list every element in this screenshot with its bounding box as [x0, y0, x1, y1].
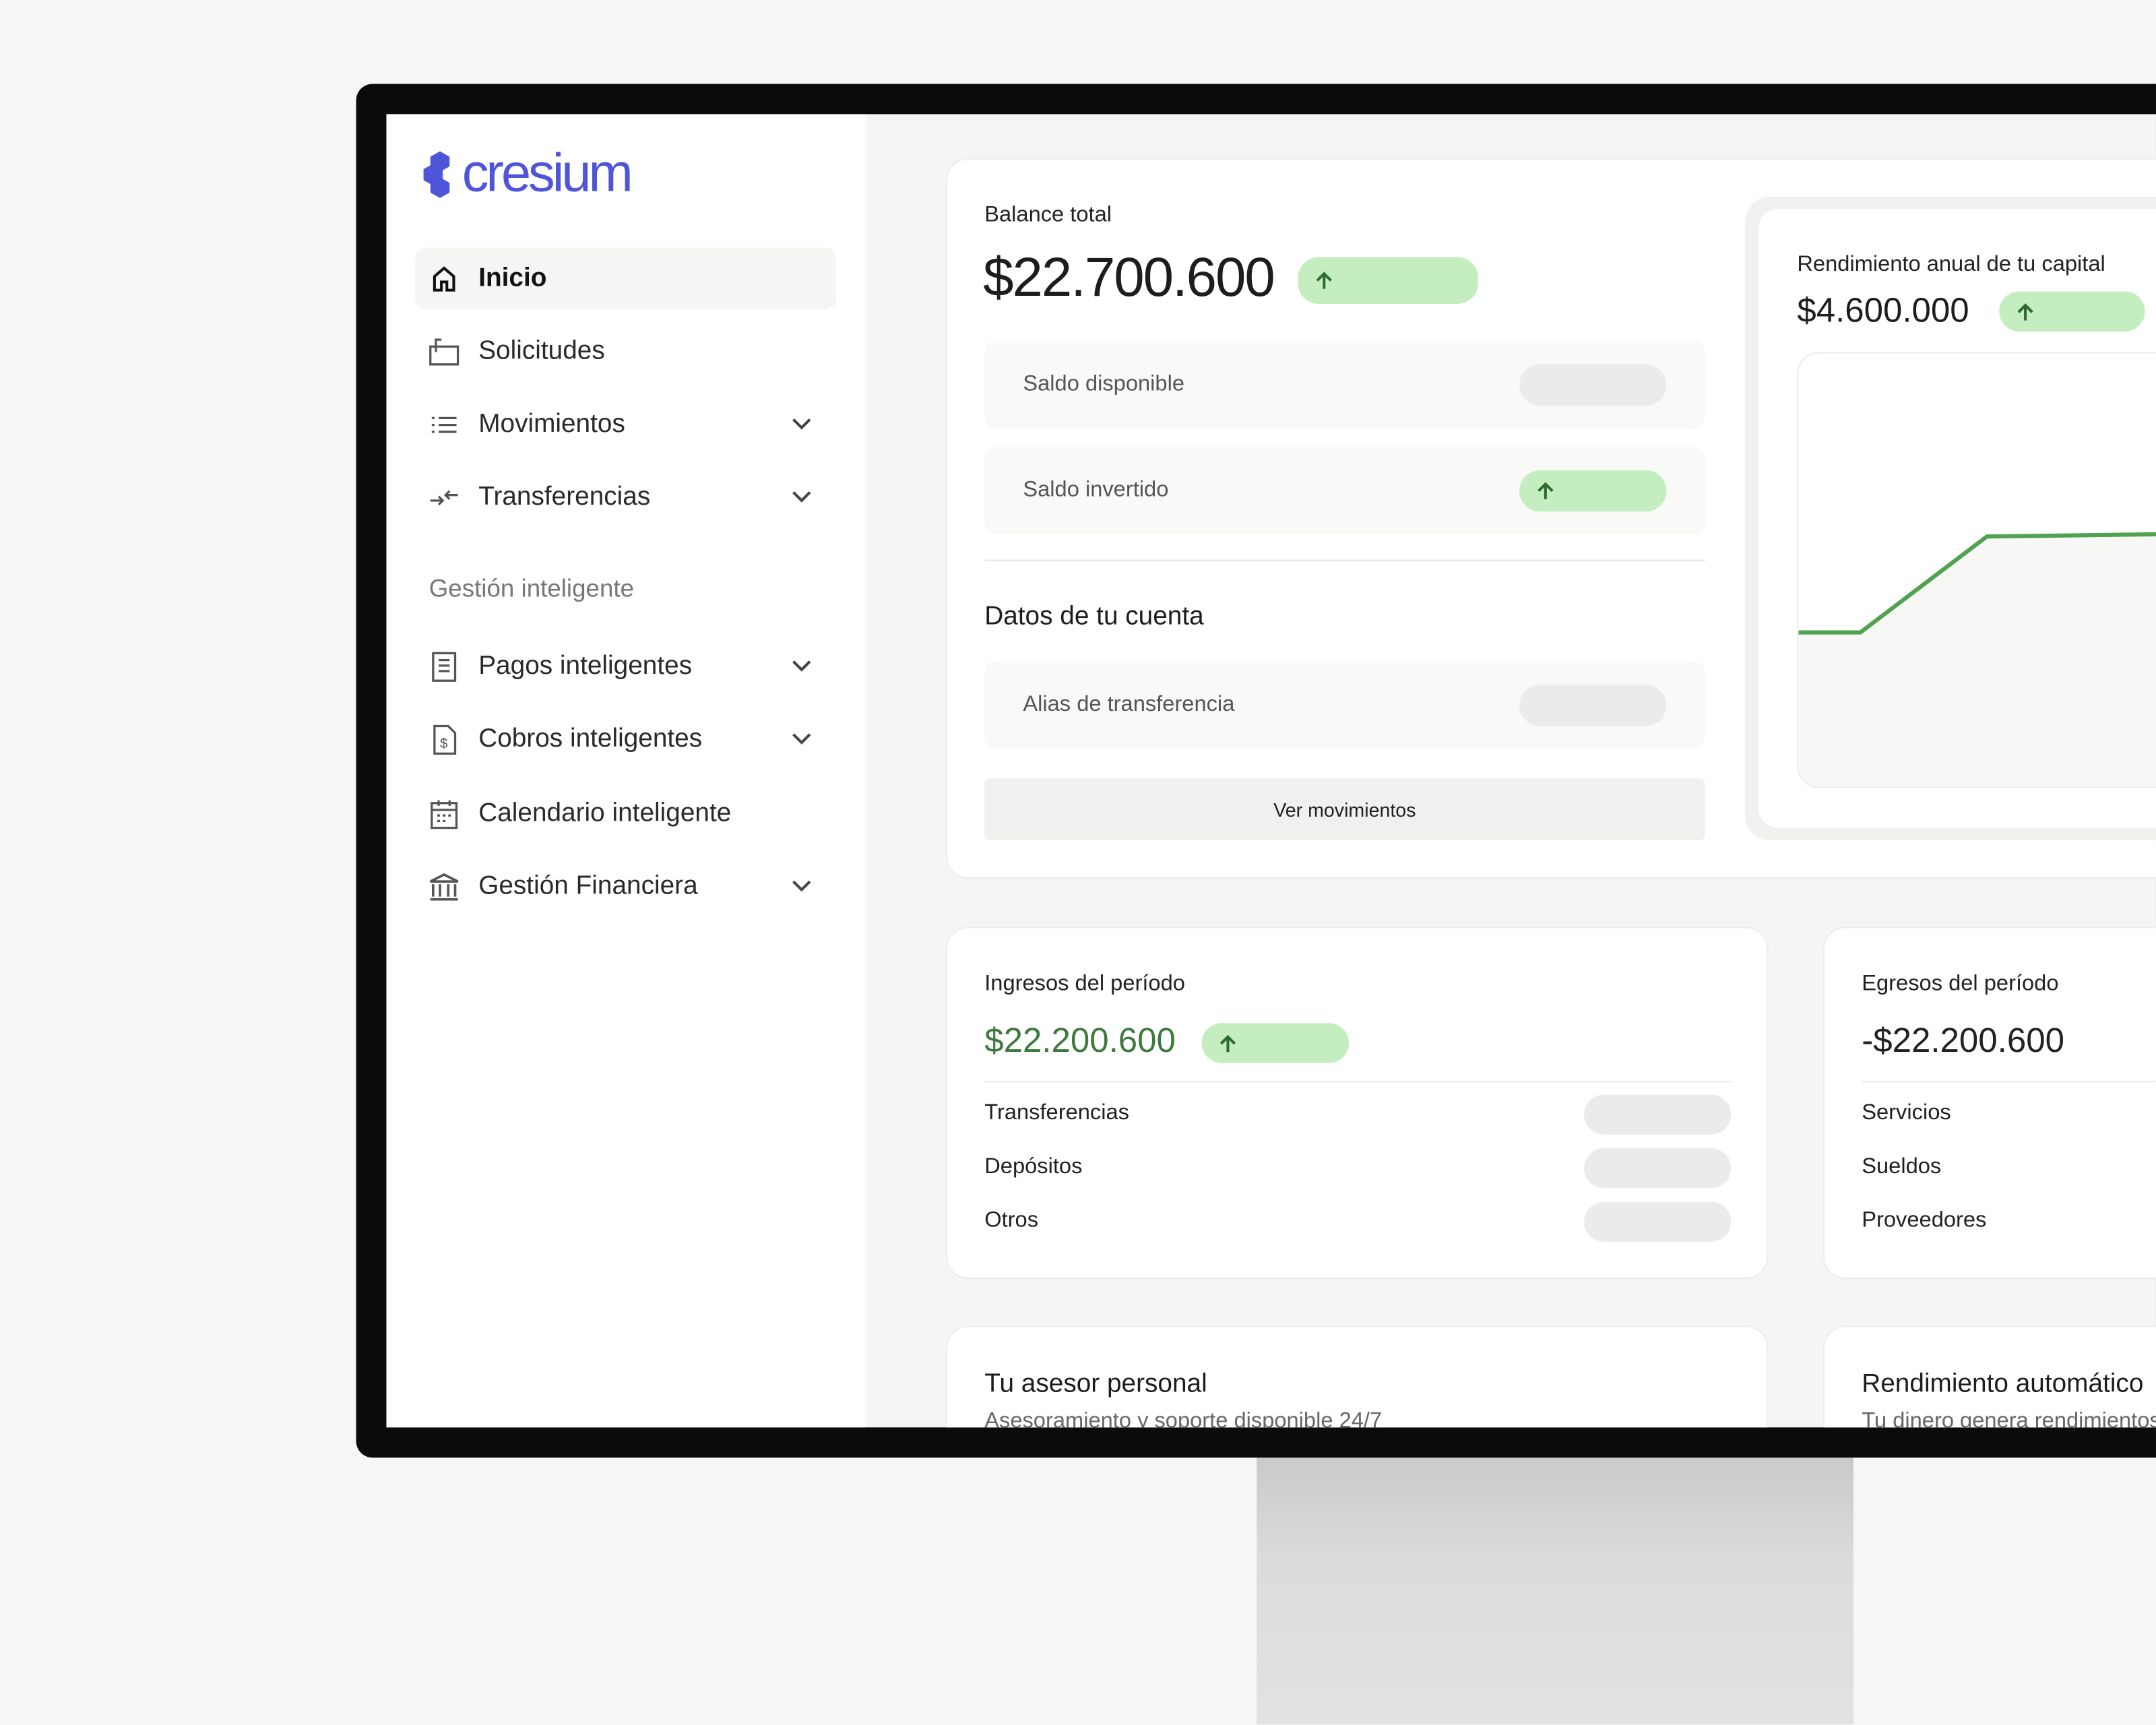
ver-movimientos-button[interactable]: Ver movimientos [984, 778, 1705, 840]
income-amount: $22.200.600 [984, 1022, 1176, 1061]
expenses-label: Egresos del período [1862, 972, 2059, 996]
expenses-card: Egresos del período -$22.200.600 Servici… [1823, 927, 2156, 1279]
auto-yield-card[interactable]: Rendimiento automático Tu dinero genera … [1823, 1325, 2156, 1428]
chevron-down-icon[interactable] [789, 726, 814, 751]
yield-chart [1797, 352, 2156, 788]
sidebar-item-movimientos[interactable]: Movimientos [415, 394, 835, 456]
income-item: Otros [984, 1208, 1039, 1232]
sidebar-item-solicitudes[interactable]: Solicitudes [415, 321, 835, 383]
saldo-disponible-row[interactable]: Saldo disponible [984, 341, 1705, 429]
expenses-amount: -$22.200.600 [1862, 1022, 2064, 1061]
balance-label: Balance total [984, 203, 1112, 227]
trend-badge [1298, 257, 1478, 305]
advisor-card[interactable]: Tu asesor personal Asesoramiento y sopor… [946, 1325, 1769, 1428]
logo[interactable]: cresium [423, 144, 633, 205]
sidebar-item-label: Calendario inteligente [478, 798, 732, 827]
sidebar-item-label: Cobros inteligentes [478, 724, 703, 753]
row-label: Saldo disponible [1023, 373, 1184, 396]
chart-area [1798, 534, 2156, 787]
chevron-down-icon[interactable] [789, 411, 814, 436]
logo-text: cresium [462, 144, 633, 204]
svg-text:$: $ [440, 736, 448, 751]
monitor-stand [1257, 1455, 1853, 1725]
arrow-up-icon [1537, 482, 1554, 499]
sidebar-item-label: Transferencias [478, 482, 651, 511]
cresium-logo-icon [423, 151, 450, 198]
app-screen: cresium Inicio Solicitudes Movimientos T… [386, 114, 2156, 1428]
trend-badge [1201, 1023, 1350, 1063]
sidebar-item-pagos-inteligentes[interactable]: Pagos inteligentes [415, 635, 835, 697]
income-card: Ingresos del período $22.200.600 Transfe… [946, 927, 1769, 1279]
arrow-up-icon [1219, 1034, 1236, 1052]
advisor-subtitle: Asesoramiento y soporte disponible 24/7 [984, 1409, 1383, 1428]
divider [1862, 1081, 2156, 1083]
yield-card: Rendimiento anual de tu capital $4.600.0… [1758, 209, 2156, 828]
alias-row[interactable]: Alias de transferencia [984, 661, 1705, 750]
list-icon [429, 409, 459, 439]
chevron-down-icon[interactable] [789, 484, 814, 509]
chevron-down-icon[interactable] [789, 873, 814, 898]
income-item: Depósitos [984, 1155, 1083, 1179]
balance-card: Balance total $22.700.600 Saldo disponib… [946, 158, 2156, 879]
sidebar-item-label: Solicitudes [478, 336, 605, 365]
calendar-icon [429, 798, 459, 829]
account-section-title: Datos de tu cuenta [984, 602, 1204, 631]
chart-series-line [1798, 532, 2156, 635]
invoice-dollar-icon: $ [429, 724, 459, 754]
document-list-icon [429, 651, 459, 681]
yield-label: Rendimiento anual de tu capital [1797, 253, 2105, 277]
trend-badge [1519, 470, 1667, 512]
sidebar-item-label: Inicio [478, 263, 547, 292]
trend-badge [1999, 291, 2145, 332]
transfer-arrows-icon [429, 482, 459, 512]
bank-icon [429, 871, 459, 902]
expense-item: Proveedores [1862, 1208, 1987, 1232]
saldo-invertido-row[interactable]: Saldo invertido [984, 447, 1705, 535]
chevron-down-icon[interactable] [789, 653, 814, 678]
advisor-title: Tu asesor personal [984, 1369, 1207, 1399]
auto-yield-subtitle: Tu dinero genera rendimientos [1862, 1409, 2156, 1428]
sidebar-item-cobros-inteligentes[interactable]: $ Cobros inteligentes [415, 708, 835, 770]
row-label: Saldo invertido [1023, 478, 1169, 502]
income-label: Ingresos del período [984, 972, 1185, 996]
sidebar-item-label: Gestión Financiera [478, 871, 698, 900]
sidebar-item-gestion-financiera[interactable]: Gestión Financiera [415, 855, 835, 917]
yield-amount: $4.600.000 [1797, 291, 1969, 330]
hidden-value-pill [1519, 685, 1667, 726]
sidebar-item-label: Movimientos [478, 409, 625, 438]
divider [984, 559, 1705, 561]
hidden-value-pill [1584, 1148, 1732, 1189]
sidebar-item-calendario-inteligente[interactable]: Calendario inteligente [415, 782, 835, 844]
auto-yield-title: Rendimiento automático [1862, 1369, 2144, 1399]
sidebar-item-label: Pagos inteligentes [478, 651, 693, 681]
sidebar: cresium Inicio Solicitudes Movimientos T… [386, 114, 866, 1428]
divider [984, 1081, 1732, 1083]
folder-icon [429, 336, 459, 367]
home-icon [429, 263, 459, 294]
hidden-value-pill [1519, 364, 1667, 406]
sidebar-item-transferencias[interactable]: Transferencias [415, 466, 835, 528]
section-label: Gestión inteligente [429, 575, 635, 602]
income-item: Transferencias [984, 1101, 1129, 1125]
hidden-value-pill [1584, 1201, 1732, 1242]
balance-amount: $22.700.600 [983, 247, 1275, 309]
arrow-up-icon [1316, 272, 1332, 289]
arrow-up-icon [2017, 303, 2033, 320]
yield-panel: Rendimiento anual de tu capital $4.600.0… [1744, 196, 2156, 840]
row-label: Alias de transferencia [1023, 693, 1235, 717]
expense-item: Sueldos [1862, 1155, 1942, 1179]
hidden-value-pill [1584, 1094, 1732, 1135]
sidebar-item-inicio[interactable]: Inicio [415, 247, 836, 310]
expense-item: Servicios [1862, 1101, 1951, 1125]
line-chart [1798, 532, 2156, 787]
